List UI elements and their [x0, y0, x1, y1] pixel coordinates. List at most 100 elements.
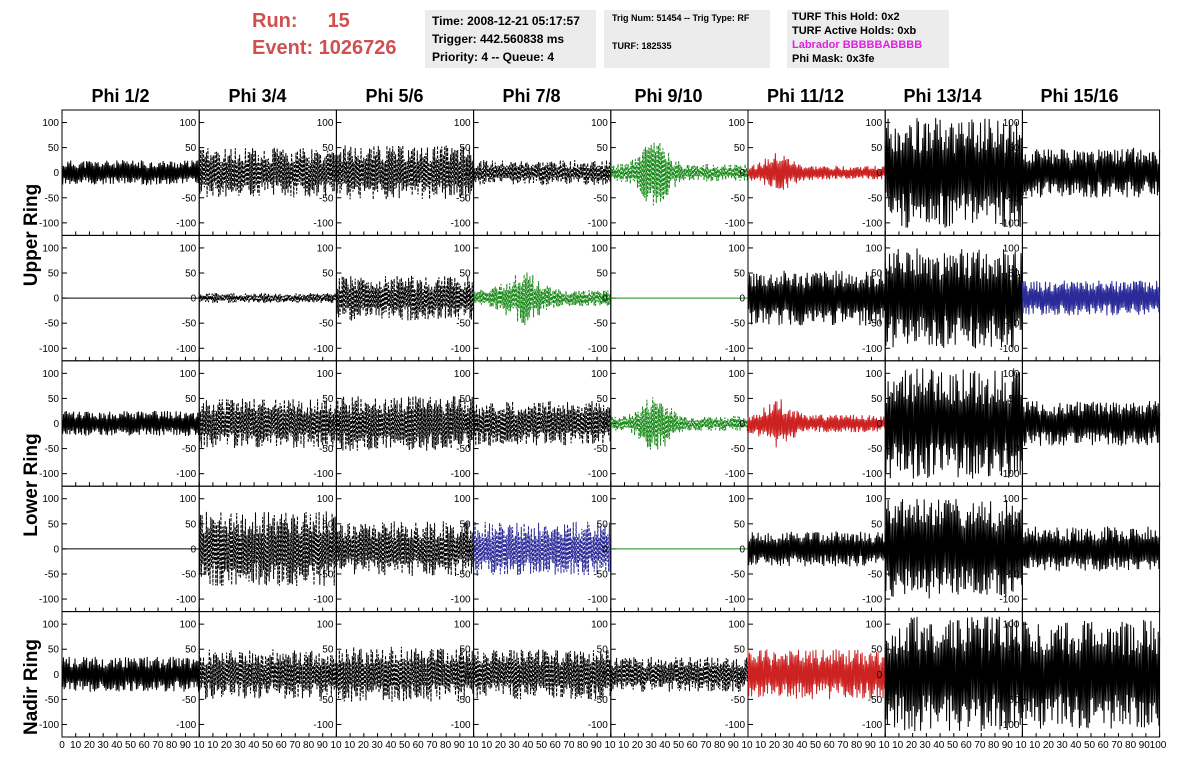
waveform-trace [747, 649, 886, 700]
y-tick-label: -50 [456, 569, 471, 580]
waveform-trace [747, 270, 886, 326]
y-tick-label: 100 [180, 118, 197, 129]
waveform-panel: -100 -50 0 50 100 [999, 611, 1161, 738]
x-tick-label: 20 [906, 740, 918, 751]
waveform-panel: -100 -50 0 50 100 [451, 485, 612, 613]
waveform-trace [198, 511, 337, 587]
waveform-panel: -100 -50 0 50 100 [588, 360, 749, 487]
waveform-panel: -100 -50 0 50 100 [313, 611, 475, 738]
x-tick-label: 50 [810, 740, 822, 751]
waveform-trace [473, 272, 612, 326]
y-tick-label: 100 [454, 243, 471, 254]
y-tick-label: 0 [877, 670, 883, 681]
y-tick-label: -50 [593, 569, 608, 580]
x-tick-label: 70 [837, 740, 849, 751]
turf-active-text: TURF Active Holds: 0xb [792, 25, 917, 37]
y-tick-label: -50 [731, 193, 746, 204]
waveform-panel: -100 -50 0 50 100 [725, 611, 886, 738]
y-tick-label: 50 [185, 645, 197, 656]
y-tick-label: 100 [180, 494, 197, 505]
y-tick-label: -50 [868, 569, 883, 580]
waveform-panel: -100 -50 0 50 100 [451, 109, 612, 236]
y-tick-label: 100 [728, 494, 745, 505]
event-label: Event: [252, 37, 314, 59]
y-tick-label: -50 [319, 444, 334, 455]
y-tick-label: 50 [322, 394, 334, 405]
y-tick-label: 100 [591, 118, 608, 129]
y-tick-label: 100 [728, 118, 745, 129]
x-tick-label: 90 [728, 740, 740, 751]
y-tick-label: 100 [317, 620, 334, 631]
y-tick-label: 50 [48, 394, 60, 405]
waveform-panel: -100 -50 0 50 100 [176, 360, 337, 487]
waveform-trace [198, 398, 337, 449]
x-tick-label: 30 [783, 740, 795, 751]
y-tick-label: 100 [42, 494, 59, 505]
x-tick-label: 80 [166, 740, 178, 751]
y-tick-label: -50 [45, 319, 60, 330]
waveform-trace [198, 649, 337, 700]
x-tick-label: 40 [796, 740, 808, 751]
y-tick-label: 100 [866, 118, 883, 129]
y-tick-label: -100 [176, 595, 196, 606]
y-tick-label: -50 [182, 695, 197, 706]
y-tick-label: 50 [48, 143, 60, 154]
waveform-trace [1021, 147, 1161, 198]
waveform-panel: -100 -50 0 50 100 [862, 611, 1023, 738]
waveform-trace [198, 293, 337, 304]
x-tick-label: 10 [618, 740, 630, 751]
y-tick-label: 50 [871, 269, 883, 280]
y-tick-label: 100 [728, 369, 745, 380]
y-tick-label: -50 [593, 193, 608, 204]
x-tick-label: 10 [604, 740, 616, 751]
x-tick-label: 20 [358, 740, 370, 751]
waveform-trace [1021, 526, 1161, 572]
y-tick-label: 100 [728, 243, 745, 254]
phi-mask-text: Phi Mask: 0x3fe [792, 53, 875, 65]
waveform-panel: -100 -50 0 50 100 [39, 485, 200, 613]
y-tick-label: 0 [465, 168, 471, 179]
x-tick-label: 40 [248, 740, 260, 751]
y-tick-label: -100 [588, 344, 608, 355]
y-tick-label: 50 [459, 143, 471, 154]
y-tick-label: 50 [459, 269, 471, 280]
y-tick-label: 0 [1014, 544, 1020, 555]
y-tick-label: -100 [999, 595, 1019, 606]
waveform-trace [884, 117, 1023, 228]
waveform-trace [61, 160, 200, 186]
y-tick-label: -100 [176, 720, 196, 731]
y-tick-label: 50 [1008, 143, 1020, 154]
x-tick-label: 20 [1043, 740, 1055, 751]
y-tick-label: -100 [999, 469, 1019, 480]
y-tick-label: -100 [39, 595, 59, 606]
y-tick-label: -100 [999, 344, 1019, 355]
y-tick-label: 50 [734, 645, 746, 656]
y-tick-label: 50 [871, 143, 883, 154]
y-tick-label: -100 [862, 469, 882, 480]
x-tick-label: 30 [235, 740, 247, 751]
waveform-trace [610, 656, 749, 692]
x-tick-label: 10 [330, 740, 342, 751]
waveform-panel: -100 -50 0 50 100 [313, 360, 475, 487]
y-tick-label: -50 [1005, 444, 1020, 455]
x-tick-label: 50 [1084, 740, 1096, 751]
time-text: Time: 2008-12-21 05:17:57 [432, 14, 580, 28]
waveform-panel: -100 -50 0 50 100 [588, 234, 749, 362]
x-tick-label: 50 [125, 740, 137, 751]
y-tick-label: 0 [739, 294, 745, 305]
x-tick-label: 10 [481, 740, 493, 751]
y-tick-label: 100 [454, 369, 471, 380]
x-tick-label: 70 [1111, 740, 1123, 751]
run-value: 15 [327, 10, 350, 32]
y-tick-label: 0 [739, 168, 745, 179]
y-tick-label: 50 [597, 645, 609, 656]
x-tick-label: 40 [933, 740, 945, 751]
turf-text: TURF: 182535 [612, 41, 672, 51]
y-tick-label: 50 [48, 519, 60, 530]
y-tick-label: 0 [53, 294, 59, 305]
y-tick-label: 50 [48, 645, 60, 656]
y-tick-label: 50 [734, 143, 746, 154]
x-tick-label: 70 [289, 740, 301, 751]
x-tick-label: 10 [1029, 740, 1041, 751]
x-tick-label: 50 [262, 740, 274, 751]
